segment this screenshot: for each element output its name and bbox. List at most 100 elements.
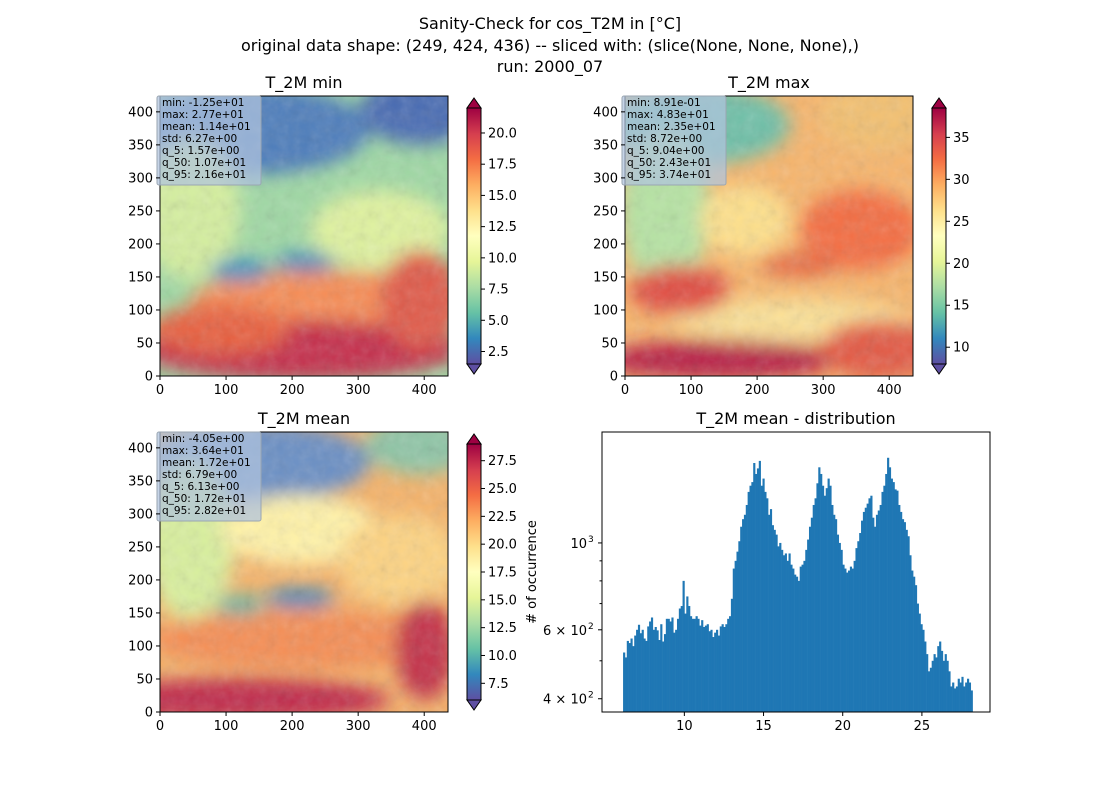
cb-mean-tick-label: 15.0 xyxy=(488,593,517,608)
cb-mean-tick-label: 27.5 xyxy=(488,454,517,469)
min-ytick-label: 300 xyxy=(128,171,153,186)
histogram-bar xyxy=(823,495,827,712)
cb-max-frame xyxy=(931,107,947,365)
mean-xtick-label: 100 xyxy=(214,719,239,734)
cb-mean-extend-top xyxy=(466,433,482,445)
histogram-bar xyxy=(756,468,760,712)
hist-ytick-label: 4 × 10 xyxy=(543,693,587,708)
histogram-bar xyxy=(905,529,908,712)
histogram-bar xyxy=(676,618,680,712)
histogram-bar xyxy=(721,624,724,712)
histogram-bar xyxy=(745,504,748,712)
histogram-bar xyxy=(894,489,897,712)
histogram-bar xyxy=(637,624,641,712)
histogram-bar xyxy=(708,631,711,712)
histogram-bar xyxy=(662,641,665,712)
histogram-bar xyxy=(729,616,732,712)
histogram-bar xyxy=(939,641,942,712)
min-ytick-label: 200 xyxy=(128,237,153,252)
histogram-bar xyxy=(634,635,637,712)
mean-ytick-label: 50 xyxy=(136,672,153,687)
histogram-bar xyxy=(829,485,832,712)
histogram-bar xyxy=(762,478,765,712)
mean-xtick-label: 0 xyxy=(156,719,164,734)
histogram-bar xyxy=(797,580,800,712)
cb-mean-extend-bottom xyxy=(466,699,482,711)
histogram-bar xyxy=(688,606,691,712)
stat-mean-5: q_50: 1.72e+01 xyxy=(162,493,246,505)
max-ytick-label: 250 xyxy=(593,204,618,219)
histogram-bar xyxy=(684,613,687,712)
hist-ytick-label: 10 xyxy=(570,537,587,552)
histogram-bar xyxy=(918,613,921,712)
histogram-bar xyxy=(686,596,689,712)
min-ytick-label: 400 xyxy=(128,105,153,120)
histogram-bar xyxy=(710,629,713,712)
max-xtick-label: 400 xyxy=(877,383,902,398)
cb-max-extend-top xyxy=(931,97,947,109)
mean-ytick-label: 200 xyxy=(128,573,153,588)
histogram-bar xyxy=(927,671,931,712)
stat-min-1: max: 2.77e+01 xyxy=(162,109,244,121)
histogram-bar xyxy=(812,504,815,712)
histogram-bar xyxy=(874,526,877,712)
histogram-bar xyxy=(963,686,966,712)
histogram-bar xyxy=(926,654,929,712)
histogram-bar xyxy=(872,517,875,712)
histogram-bar xyxy=(844,568,847,712)
min-xtick-label: 200 xyxy=(280,383,305,398)
histogram-bar xyxy=(965,682,968,712)
histogram-bar xyxy=(909,555,912,712)
panel-title-distribution: T_2M mean - distribution xyxy=(695,409,895,429)
stat-mean-4: q_5: 6.13e+00 xyxy=(162,481,239,493)
histogram-bar xyxy=(808,526,812,712)
cb-max-tick-label: 15 xyxy=(953,299,970,314)
cb-mean-tick-label: 25.0 xyxy=(488,482,517,497)
stat-mean-6: q_95: 2.82e+01 xyxy=(162,505,246,517)
histogram-bar xyxy=(680,606,683,712)
histogram-bar xyxy=(866,503,869,712)
histogram-bar xyxy=(703,626,706,712)
histogram-bar xyxy=(647,626,650,712)
mean-ytick-label: 150 xyxy=(128,606,153,621)
max-ytick-label: 300 xyxy=(593,171,618,186)
stat-max-2: mean: 2.35e+01 xyxy=(627,121,716,133)
histogram-bar xyxy=(890,478,893,712)
histogram-bar xyxy=(883,485,886,712)
histogram-bar xyxy=(849,566,853,712)
cb-mean-gradient xyxy=(467,444,481,700)
histogram-bar xyxy=(626,640,629,712)
histogram-bar xyxy=(851,568,854,712)
histogram-bar xyxy=(654,626,657,712)
stat-min-6: q_95: 2.16e+01 xyxy=(162,169,246,181)
histogram-bar xyxy=(673,632,676,712)
histogram-bar xyxy=(755,473,758,712)
histogram-bar xyxy=(740,526,743,712)
stat-max-5: q_50: 2.43e+01 xyxy=(627,157,711,169)
histogram-bar xyxy=(836,534,840,712)
histogram-bar xyxy=(641,629,644,712)
histogram-bar xyxy=(913,576,916,712)
hist-ytick-exponent: 2 xyxy=(588,622,594,632)
histogram-bar xyxy=(781,549,784,712)
histogram-bar xyxy=(967,678,970,712)
min-xtick-label: 400 xyxy=(412,383,437,398)
statbox-max: min: 8.91e-01 max: 4.83e+01 mean: 2.35e+… xyxy=(621,95,727,186)
histogram-bar xyxy=(704,625,708,712)
histogram-bar xyxy=(833,514,836,712)
histogram-bar xyxy=(820,473,823,712)
stat-max-1: max: 4.83e+01 xyxy=(627,109,709,121)
histogram-bar xyxy=(792,568,795,712)
histogram-bar xyxy=(695,616,698,712)
histogram-bar xyxy=(898,504,901,712)
cb-min-tick-label: 20.0 xyxy=(488,126,517,141)
histogram-bar xyxy=(682,580,685,712)
histogram-bar xyxy=(766,498,769,712)
cb-min-tick-label: 2.5 xyxy=(488,345,509,360)
histogram-bar xyxy=(795,576,799,712)
stat-mean-3: std: 6.79e+00 xyxy=(162,469,237,481)
histogram-bar xyxy=(946,660,949,712)
histogram-bar xyxy=(717,635,721,712)
mean-ytick-label: 350 xyxy=(128,474,153,489)
histogram-bar xyxy=(649,621,652,712)
